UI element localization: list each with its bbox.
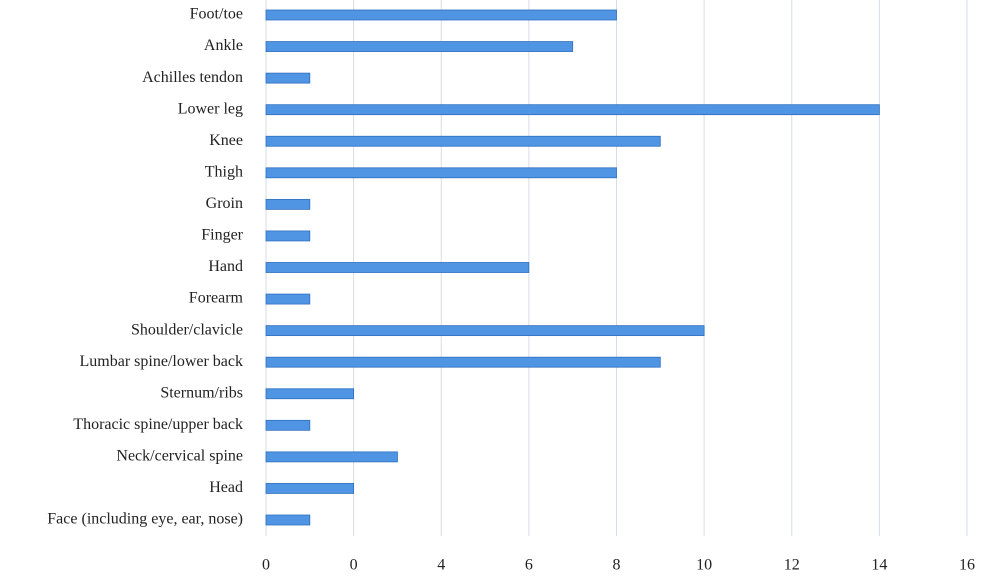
y-tick-label: Shoulder/clavicle [131, 321, 243, 338]
bar [265, 483, 355, 494]
bar [265, 72, 311, 84]
y-tick-label: Head [209, 479, 243, 496]
bar [265, 198, 311, 210]
y-tick-label: Knee [209, 132, 243, 149]
bar [265, 230, 311, 242]
x-tick-label: 16 [959, 557, 975, 574]
bar [265, 104, 880, 116]
x-tick-label: 12 [784, 557, 800, 574]
y-tick-label: Thigh [205, 163, 243, 180]
x-tick-label: 0 [262, 557, 270, 574]
y-tick-label: Thoracic spine/upper back [73, 416, 243, 433]
y-tick-label: Achilles tendon [142, 69, 243, 86]
x-tick-label: 0 [350, 557, 358, 574]
bar [265, 167, 617, 179]
bar [265, 262, 530, 273]
y-tick-label: Forearm [189, 290, 244, 307]
bar [265, 9, 617, 21]
bar [265, 325, 705, 337]
y-tick-label: Neck/cervical spine [116, 448, 243, 465]
bar [265, 135, 661, 147]
y-tick-label: Ankle [204, 37, 243, 54]
bar [265, 419, 311, 431]
x-tick-label: 14 [871, 557, 887, 574]
bar [265, 293, 311, 305]
bar [265, 356, 661, 368]
bar [265, 41, 574, 52]
x-tick-label: 10 [696, 557, 712, 574]
y-tick-label: Lumbar spine/lower back [80, 353, 244, 370]
bar [265, 388, 355, 400]
y-tick-label: Finger [201, 227, 243, 244]
y-tick-label: Sternum/ribs [160, 384, 243, 401]
bar [265, 514, 311, 526]
x-tick-label: 8 [613, 557, 621, 574]
y-tick-label: Foot/toe [190, 6, 243, 23]
x-tick-label: 4 [437, 557, 445, 574]
y-tick-label: Lower leg [178, 100, 243, 117]
y-tick-label: Face (including eye, ear, nose) [47, 511, 243, 528]
y-tick-label: Groin [206, 195, 243, 212]
x-tick-label: 6 [525, 557, 533, 574]
bar [265, 451, 398, 463]
y-tick-label: Hand [208, 258, 243, 275]
